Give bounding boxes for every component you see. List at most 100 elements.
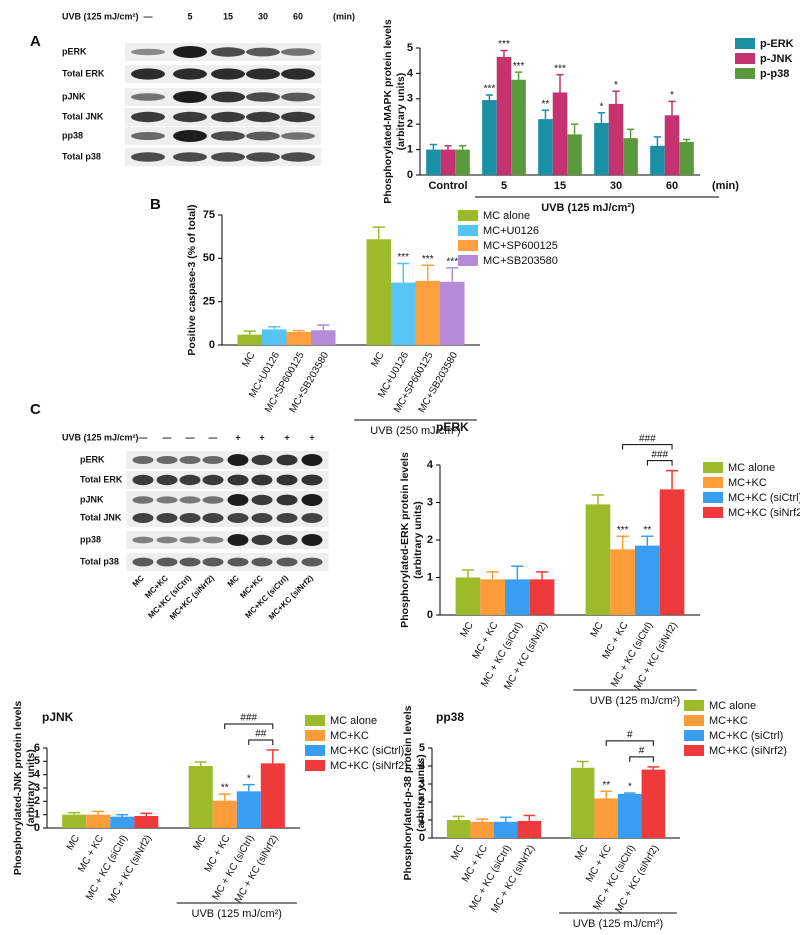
lane-label: 15 xyxy=(223,11,233,21)
blot-band xyxy=(173,130,207,142)
blot-row-label: pp38 xyxy=(80,534,101,544)
bracket-label: ### xyxy=(240,713,257,724)
y-tick-label: 6 xyxy=(34,742,40,754)
bar xyxy=(286,332,312,345)
blot-band xyxy=(301,513,323,523)
bar xyxy=(455,577,481,615)
legend-swatch xyxy=(703,492,723,503)
significance-bracket xyxy=(248,739,274,745)
bar xyxy=(635,545,660,615)
y-tick-label: 0 xyxy=(427,609,433,621)
blot-band xyxy=(227,494,249,506)
bar xyxy=(538,119,553,175)
blot-band xyxy=(132,456,154,464)
blot-band xyxy=(179,557,201,567)
blot-band xyxy=(301,494,323,506)
legend-swatch xyxy=(703,462,723,473)
blot-band xyxy=(179,456,201,464)
bar xyxy=(482,100,497,175)
bracket-label: ## xyxy=(255,729,267,740)
chart-title: pERK xyxy=(436,420,469,434)
bar xyxy=(594,122,609,175)
blot-band xyxy=(281,68,315,80)
legend-swatch xyxy=(458,240,478,251)
blot-band xyxy=(173,46,207,58)
bar xyxy=(623,138,638,175)
significance: *** xyxy=(513,61,525,72)
significance-bracket xyxy=(646,460,673,466)
y-tick-label: 2 xyxy=(34,795,40,807)
x-tick-label: 5 xyxy=(501,180,507,192)
lane-label: 5 xyxy=(187,11,192,21)
bar xyxy=(585,504,611,615)
y-tick-label: 3 xyxy=(34,782,40,794)
blot-band xyxy=(211,111,245,123)
lane-label: — xyxy=(186,432,195,442)
y-axis-label: (arbitrary units) xyxy=(25,749,37,827)
bar xyxy=(311,330,336,345)
y-tick-label: 0 xyxy=(209,339,215,351)
legend-swatch xyxy=(305,745,325,756)
significance: * xyxy=(614,80,618,91)
y-axis-label: Phosphorylated-p-38 protein levels xyxy=(402,705,414,880)
blot-band xyxy=(246,68,280,80)
blot-band xyxy=(251,494,273,506)
bar xyxy=(188,766,213,828)
bar xyxy=(62,814,87,828)
blot-band xyxy=(131,93,165,101)
significance: *** xyxy=(422,254,434,265)
bar xyxy=(470,821,494,838)
blot-band xyxy=(251,534,273,546)
bar xyxy=(494,821,518,838)
blot-row-label: pp38 xyxy=(62,130,83,140)
legend-label: MC+KC (siCtrl) xyxy=(330,745,404,757)
blot-band xyxy=(227,454,249,466)
legend-label: MC+KC (siCtrl) xyxy=(709,730,783,742)
group-label: UVB (125 mJ/cm²) xyxy=(590,695,680,707)
group-label: UVB (125 mJ/cm²) xyxy=(573,918,663,930)
bracket-label: ### xyxy=(639,433,656,444)
bar xyxy=(679,141,694,175)
x-tick-label: MC xyxy=(191,833,208,852)
group-label: UVB (250 mJ/cm²) xyxy=(370,425,460,437)
y-tick-label: 2 xyxy=(427,534,433,546)
y-tick-label: 1 xyxy=(427,571,433,583)
blot-band xyxy=(281,132,315,140)
lane-unit: (min) xyxy=(333,11,355,21)
blot-band xyxy=(202,456,224,464)
significance: *** xyxy=(617,525,629,536)
bracket-label: ### xyxy=(651,449,668,460)
lane-name: MC+KC (siNrf2) xyxy=(267,573,315,621)
y-tick-label: 0 xyxy=(407,169,413,181)
y-axis-label: Positive caspase-3 (% of total) xyxy=(186,204,198,355)
blot-band xyxy=(246,111,280,123)
blot-row-label: Total JNK xyxy=(80,512,122,522)
bar xyxy=(455,149,470,175)
blot-row-label: pJNK xyxy=(62,91,86,101)
significance: ** xyxy=(602,780,610,791)
significance: * xyxy=(670,90,674,101)
bar xyxy=(212,800,237,828)
y-tick-label: 75 xyxy=(203,209,215,221)
group-label: UVB (125 mJ/cm²) xyxy=(192,908,282,920)
legend-swatch xyxy=(305,760,325,771)
y-tick-label: 4 xyxy=(407,67,414,79)
panel-label: A xyxy=(30,33,41,50)
blot-band xyxy=(301,474,323,486)
y-axis-label: Phosphorylated-ERK protein levels xyxy=(399,452,411,628)
blot-header: UVB (125 mJ/cm²) xyxy=(62,11,139,21)
significance: * xyxy=(247,773,251,784)
blot-band xyxy=(276,534,298,546)
blot-band xyxy=(202,557,224,567)
blot-band xyxy=(246,92,280,102)
blot-row-label: Total ERK xyxy=(80,474,123,484)
blot-band xyxy=(131,111,165,123)
bar xyxy=(659,489,685,615)
x-tick-label: Control xyxy=(428,180,467,192)
blot-band xyxy=(301,557,323,567)
legend-label: MC+KC (siNrf2) xyxy=(728,507,800,519)
blot-band xyxy=(227,557,249,567)
blot-band xyxy=(246,47,280,57)
significance-bracket xyxy=(622,444,673,450)
blot-band xyxy=(276,557,298,567)
